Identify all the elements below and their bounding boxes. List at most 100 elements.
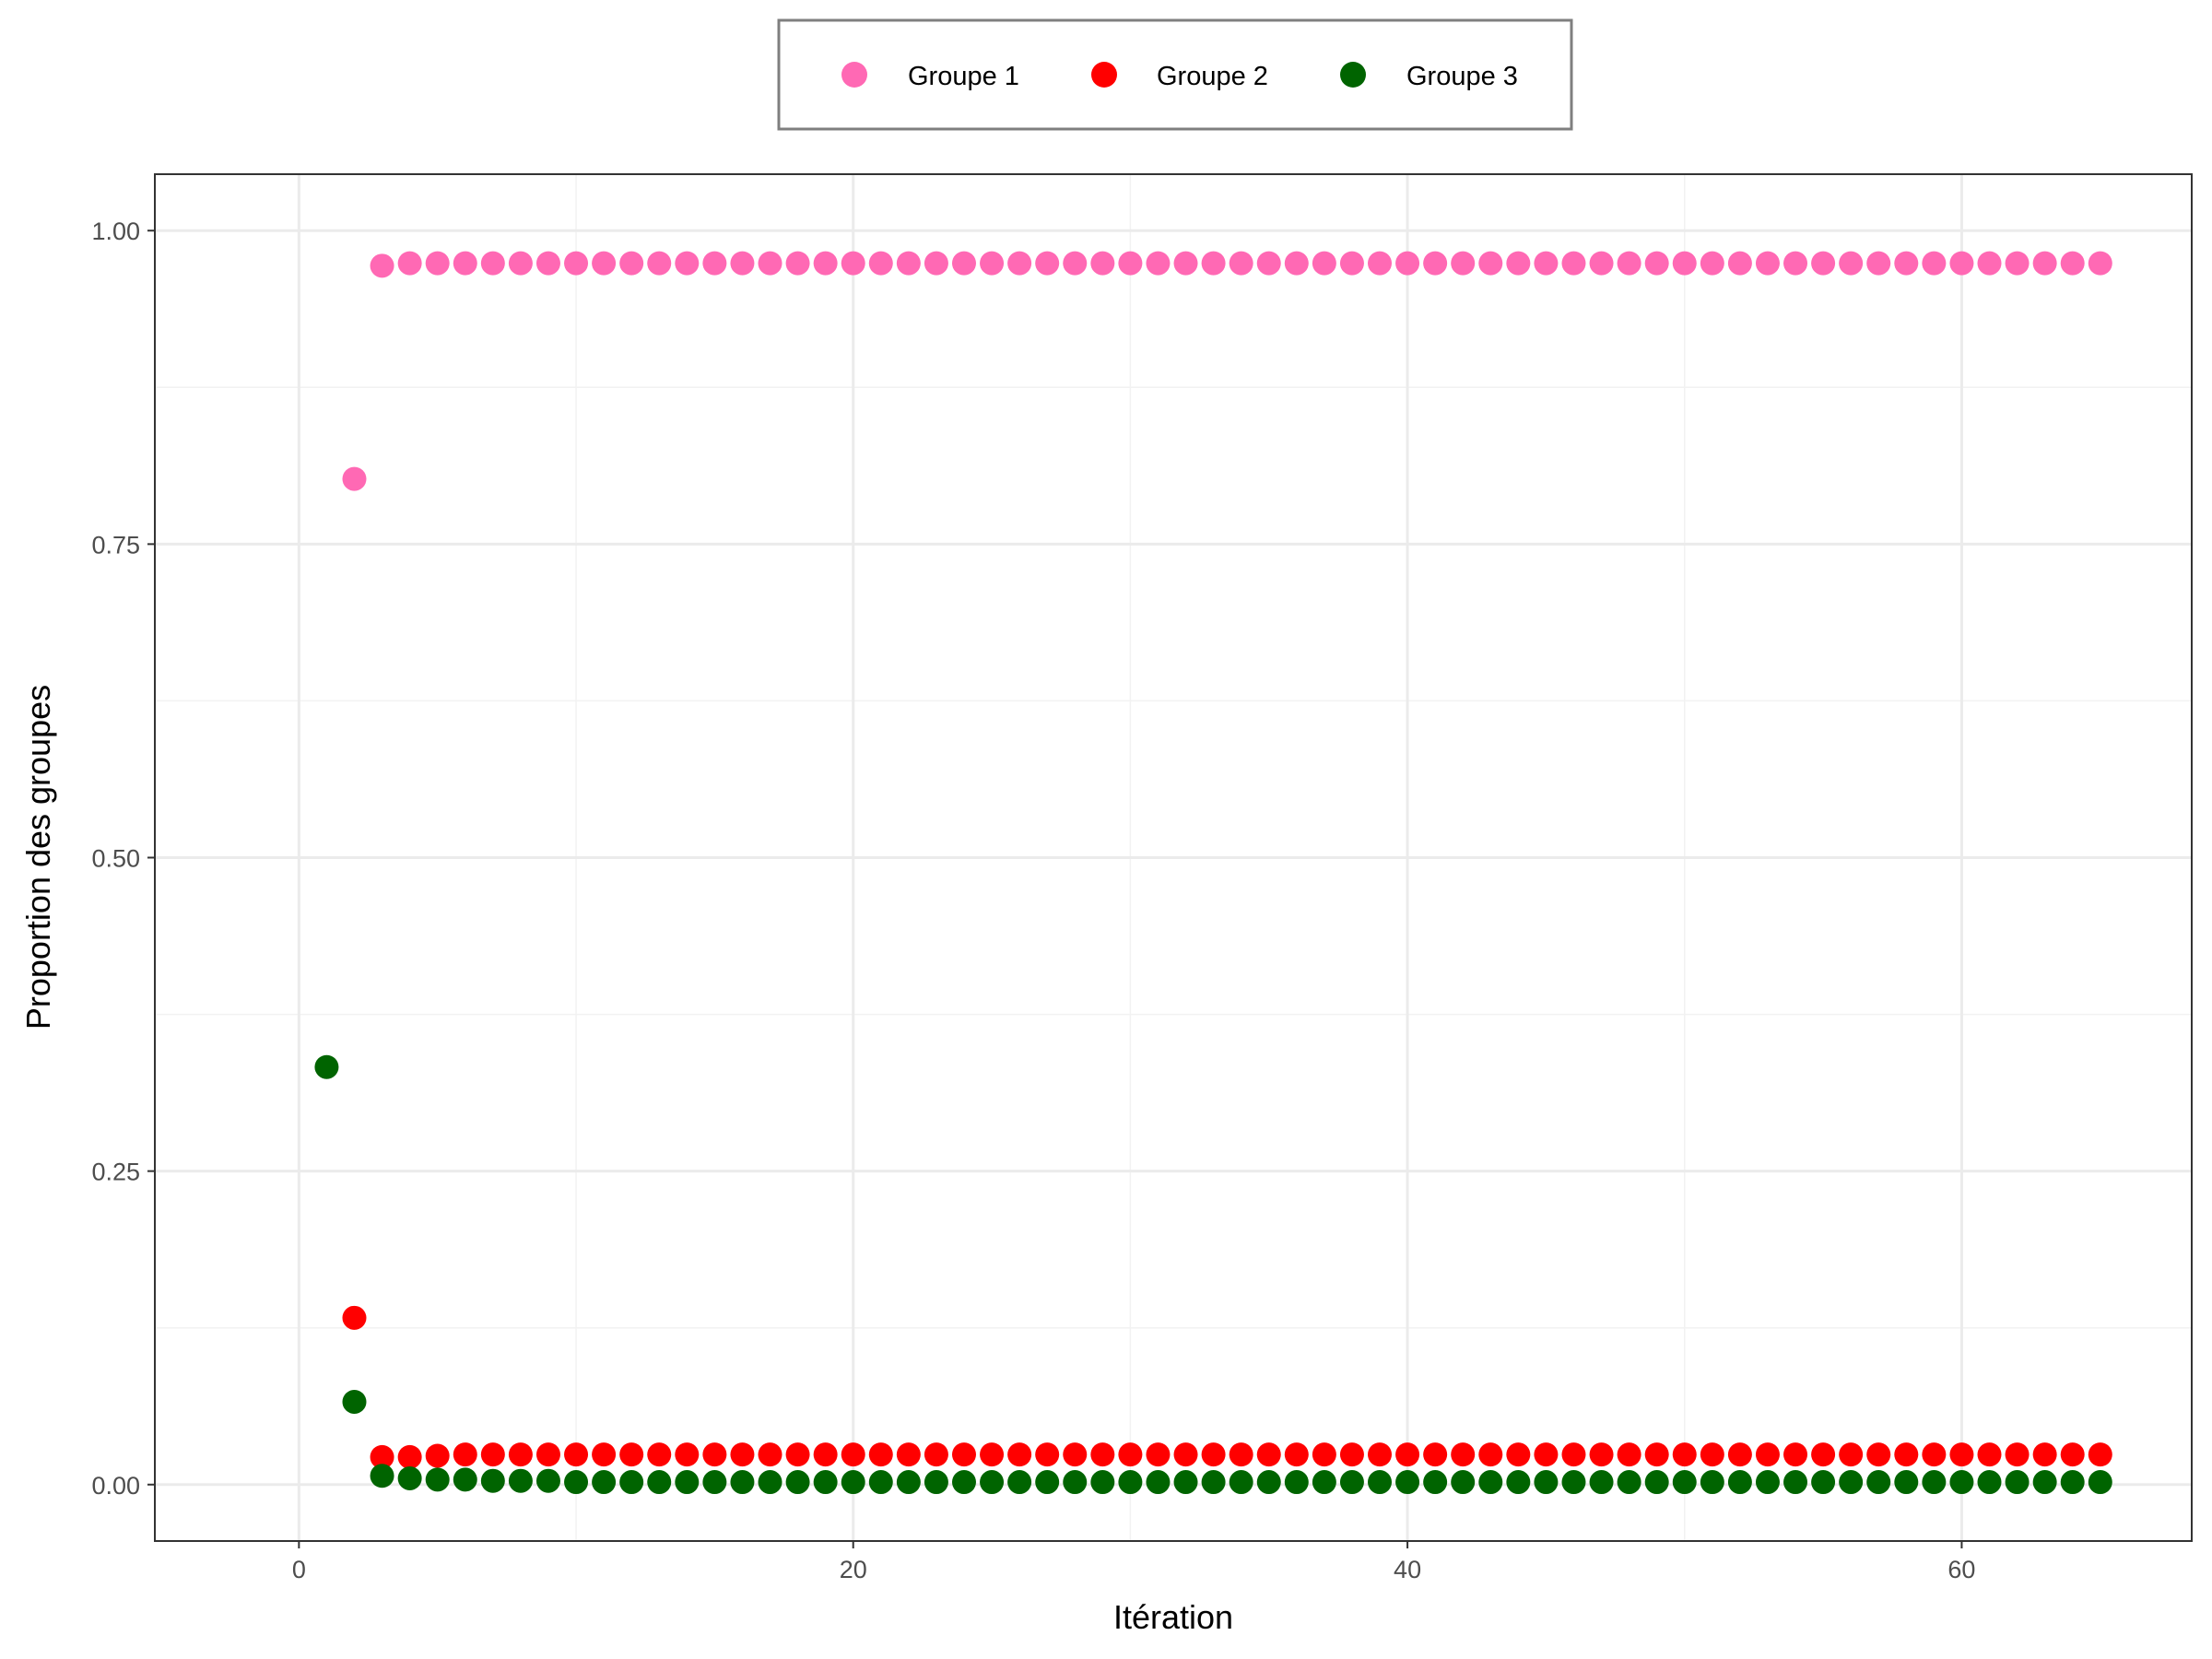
point-groupe-2 — [1173, 1442, 1198, 1467]
point-groupe-1 — [453, 251, 477, 276]
point-groupe-3 — [592, 1470, 617, 1495]
point-groupe-2 — [619, 1442, 644, 1467]
point-groupe-2 — [1700, 1442, 1724, 1467]
point-groupe-2 — [785, 1442, 810, 1467]
point-groupe-1 — [1561, 251, 1586, 276]
point-groupe-1 — [480, 251, 505, 276]
point-groupe-3 — [1146, 1470, 1171, 1495]
point-groupe-2 — [397, 1444, 422, 1469]
point-groupe-2 — [370, 1444, 394, 1469]
point-groupe-1 — [1506, 251, 1531, 276]
point-groupe-1 — [1368, 251, 1393, 276]
point-groupe-3 — [896, 1470, 921, 1495]
point-groupe-2 — [1644, 1442, 1669, 1467]
point-groupe-3 — [1922, 1470, 1947, 1495]
point-groupe-3 — [1284, 1470, 1309, 1495]
point-groupe-3 — [1478, 1470, 1503, 1495]
point-groupe-1 — [1589, 251, 1614, 276]
point-groupe-1 — [425, 251, 450, 276]
point-groupe-1 — [702, 251, 727, 276]
point-groupe-1 — [1894, 251, 1919, 276]
legend-label-groupe-2: Groupe 2 — [1157, 62, 1268, 91]
point-groupe-3 — [370, 1464, 394, 1488]
point-groupe-3 — [1949, 1470, 1974, 1495]
point-groupe-3 — [1839, 1470, 1864, 1495]
y-tick-label: 1.00 — [91, 218, 140, 245]
point-groupe-2 — [2088, 1442, 2112, 1467]
point-groupe-3 — [2005, 1470, 2030, 1495]
point-groupe-1 — [1007, 251, 1032, 276]
point-groupe-2 — [425, 1443, 450, 1468]
point-groupe-1 — [1451, 251, 1476, 276]
point-groupe-1 — [2005, 251, 2030, 276]
point-groupe-1 — [2032, 251, 2057, 276]
point-groupe-3 — [1007, 1470, 1032, 1495]
point-groupe-1 — [1866, 251, 1891, 276]
point-groupe-2 — [1755, 1442, 1780, 1467]
y-tick-label: 0.25 — [91, 1159, 140, 1186]
point-groupe-2 — [1090, 1442, 1115, 1467]
point-groupe-2 — [592, 1442, 617, 1467]
point-groupe-2 — [951, 1442, 976, 1467]
point-groupe-3 — [1811, 1470, 1836, 1495]
point-groupe-3 — [1090, 1470, 1115, 1495]
point-groupe-2 — [1368, 1442, 1393, 1467]
point-groupe-2 — [1118, 1442, 1143, 1467]
point-groupe-3 — [951, 1470, 976, 1495]
point-groupe-3 — [1035, 1470, 1060, 1495]
point-groupe-3 — [730, 1470, 755, 1495]
x-tick-label: 0 — [292, 1556, 306, 1583]
point-groupe-3 — [342, 1389, 367, 1414]
point-groupe-3 — [1561, 1470, 1586, 1495]
point-groupe-2 — [1478, 1442, 1503, 1467]
point-groupe-3 — [924, 1470, 948, 1495]
point-groupe-3 — [314, 1054, 339, 1079]
point-groupe-1 — [1783, 251, 1808, 276]
point-groupe-2 — [1561, 1442, 1586, 1467]
data-points — [314, 251, 2112, 1495]
point-groupe-1 — [535, 251, 560, 276]
y-tick-label: 0.50 — [91, 845, 140, 873]
legend-label-groupe-1: Groupe 1 — [908, 62, 1019, 91]
point-groupe-3 — [1368, 1470, 1393, 1495]
point-groupe-3 — [1229, 1470, 1253, 1495]
point-groupe-2 — [1229, 1442, 1253, 1467]
point-groupe-1 — [980, 251, 1005, 276]
point-groupe-3 — [508, 1468, 533, 1493]
point-groupe-1 — [508, 251, 533, 276]
point-groupe-1 — [730, 251, 755, 276]
point-groupe-2 — [868, 1442, 893, 1467]
point-groupe-3 — [535, 1468, 560, 1493]
point-groupe-1 — [1423, 251, 1448, 276]
y-tick-label: 0.00 — [91, 1472, 140, 1500]
point-groupe-1 — [1949, 251, 1974, 276]
point-groupe-3 — [619, 1470, 644, 1495]
point-groupe-1 — [1284, 251, 1309, 276]
point-groupe-2 — [1201, 1442, 1226, 1467]
point-groupe-2 — [1284, 1442, 1309, 1467]
point-groupe-2 — [730, 1442, 755, 1467]
point-groupe-2 — [1063, 1442, 1088, 1467]
point-groupe-1 — [1478, 251, 1503, 276]
point-groupe-1 — [1700, 251, 1724, 276]
point-groupe-3 — [1256, 1470, 1281, 1495]
point-groupe-1 — [647, 251, 672, 276]
point-groupe-3 — [1451, 1470, 1476, 1495]
point-groupe-3 — [868, 1470, 893, 1495]
x-tick-label: 60 — [1947, 1556, 1975, 1583]
point-groupe-1 — [1672, 251, 1697, 276]
point-groupe-1 — [1727, 251, 1752, 276]
point-groupe-2 — [1451, 1442, 1476, 1467]
point-groupe-1 — [813, 251, 838, 276]
point-groupe-2 — [1922, 1442, 1947, 1467]
point-groupe-1 — [1395, 251, 1420, 276]
point-groupe-1 — [397, 251, 422, 276]
point-groupe-1 — [1644, 251, 1669, 276]
point-groupe-3 — [1312, 1470, 1336, 1495]
point-groupe-1 — [1339, 251, 1364, 276]
point-groupe-2 — [1256, 1442, 1281, 1467]
point-groupe-1 — [841, 251, 865, 276]
point-groupe-2 — [1339, 1442, 1364, 1467]
point-groupe-2 — [1783, 1442, 1808, 1467]
point-groupe-1 — [924, 251, 948, 276]
